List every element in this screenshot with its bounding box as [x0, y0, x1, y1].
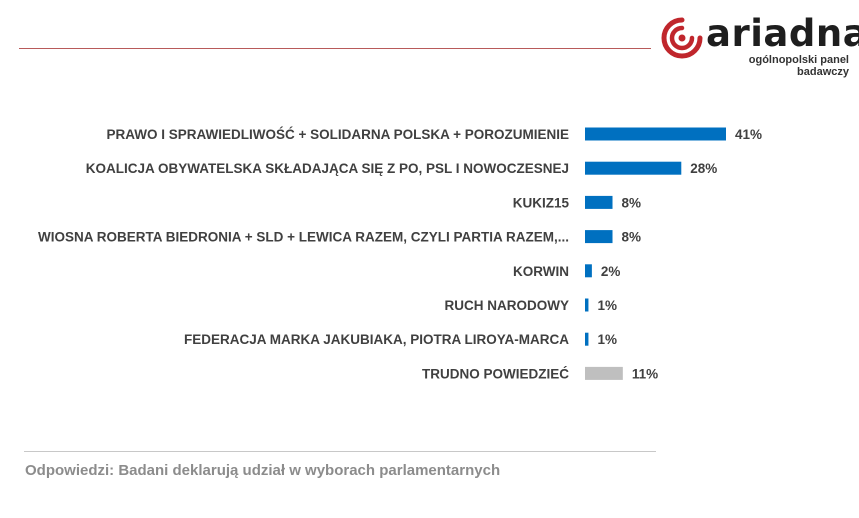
ariadna-logo: ariadna ogólnopolski panel badawczy [660, 14, 859, 78]
footnote: Odpowiedzi: Badani deklarują udział w wy… [25, 462, 501, 479]
bar [585, 298, 589, 312]
bar [585, 366, 623, 380]
value-label: 41% [735, 127, 762, 142]
bar [585, 230, 613, 244]
bar [585, 332, 589, 346]
category-label: FEDERACJA MARKA JAKUBIAKA, PIOTRA LIROYA… [184, 332, 569, 347]
value-label: 1% [597, 332, 617, 347]
category-label: PRAWO I SPRAWIEDLIWOŚĆ + SOLIDARNA POLSK… [106, 127, 569, 142]
bar [585, 195, 613, 209]
bar [585, 264, 592, 278]
value-label: 28% [690, 161, 717, 176]
value-label: 2% [601, 264, 621, 279]
brand-tagline: ogólnopolski panel badawczy [748, 54, 849, 78]
category-label: KORWIN [513, 264, 569, 279]
bar-chart: PRAWO I SPRAWIEDLIWOŚĆ + SOLIDARNA POLSK… [38, 127, 762, 381]
bar [585, 127, 726, 141]
value-label: 1% [597, 298, 617, 313]
bar [585, 161, 682, 175]
category-label: WIOSNA ROBERTA BIEDRONIA + SLD + LEWICA … [38, 230, 569, 245]
category-label: RUCH NARODOWY [445, 298, 570, 313]
category-label: TRUDNO POWIEDZIEĆ [422, 366, 569, 381]
spiral-icon [661, 17, 703, 59]
footer-divider [24, 451, 656, 452]
value-label: 8% [622, 230, 642, 245]
value-label: 11% [632, 366, 658, 381]
category-label: KUKIZ15 [513, 195, 570, 210]
header-divider [19, 48, 651, 49]
brand-name: ariadna [706, 12, 859, 55]
category-label: KOALICJA OBYWATELSKA SKŁADAJĄCA SIĘ Z PO… [86, 161, 569, 176]
value-label: 8% [622, 195, 642, 210]
